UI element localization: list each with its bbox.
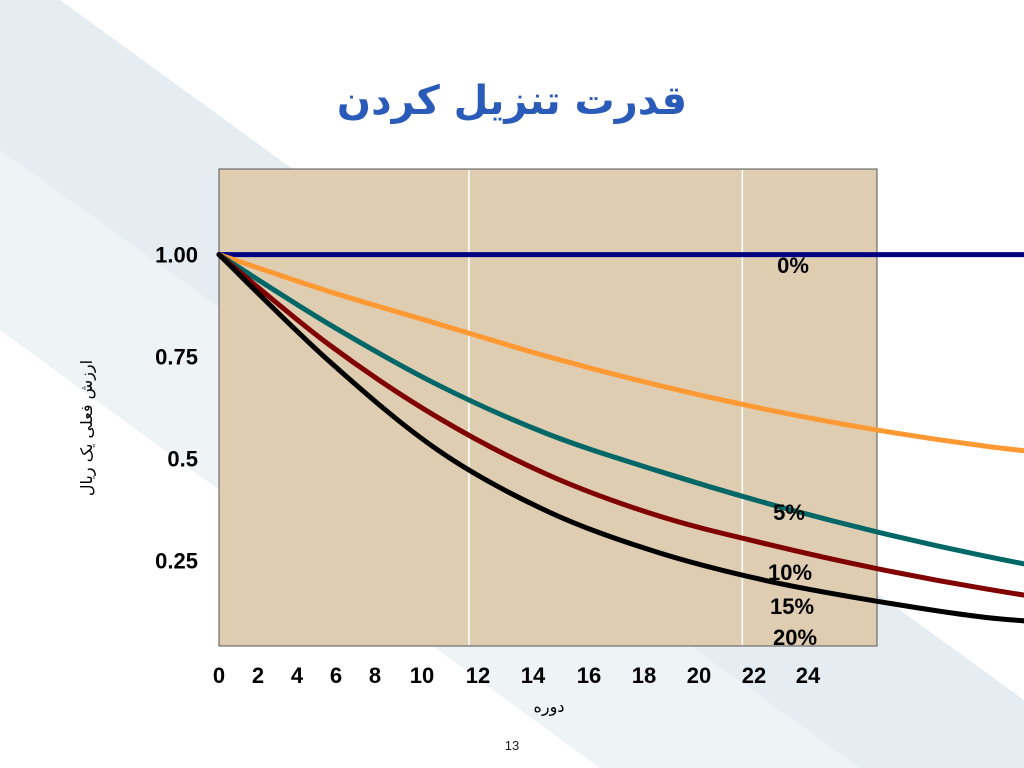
slide-title: قدرت تنزیل کردن	[336, 78, 688, 124]
series-label-15pct: 15%	[770, 594, 814, 619]
x-axis-title: دوره	[534, 697, 565, 717]
series-label-5pct: 5%	[773, 500, 805, 525]
series-line-10pct	[216, 252, 1024, 567]
y-axis-title: ارزش فعلی یک ریال	[77, 360, 97, 496]
x-tick-label: 6	[330, 663, 342, 688]
x-tick-label: 0	[213, 663, 225, 688]
x-tick-label: 14	[521, 663, 546, 688]
x-tick-label: 12	[466, 663, 490, 688]
y-tick-label: 1.00	[155, 243, 198, 268]
page-number: 13	[504, 738, 520, 753]
x-tick-label: 10	[410, 663, 434, 688]
x-tick-label: 22	[742, 663, 766, 688]
series-line-20pct	[216, 252, 1024, 624]
x-tick-label: 4	[291, 663, 304, 688]
y-tick-label: 0.75	[155, 345, 198, 370]
series-label-10pct: 10%	[768, 560, 812, 585]
x-tick-label: 8	[369, 663, 381, 688]
x-tick-label: 16	[577, 663, 601, 688]
series-line-15pct	[216, 252, 1024, 598]
x-tick-label: 2	[252, 663, 264, 688]
x-tick-label: 24	[796, 663, 821, 688]
series-label-20pct: 20%	[773, 625, 817, 650]
y-tick-label: 0.5	[167, 446, 198, 471]
series-label-0pct: 0%	[777, 253, 809, 278]
x-tick-label: 20	[687, 663, 711, 688]
x-tick-label: 18	[632, 663, 656, 688]
y-tick-label: 0.25	[155, 548, 198, 573]
series-line-5pct	[216, 252, 1024, 454]
